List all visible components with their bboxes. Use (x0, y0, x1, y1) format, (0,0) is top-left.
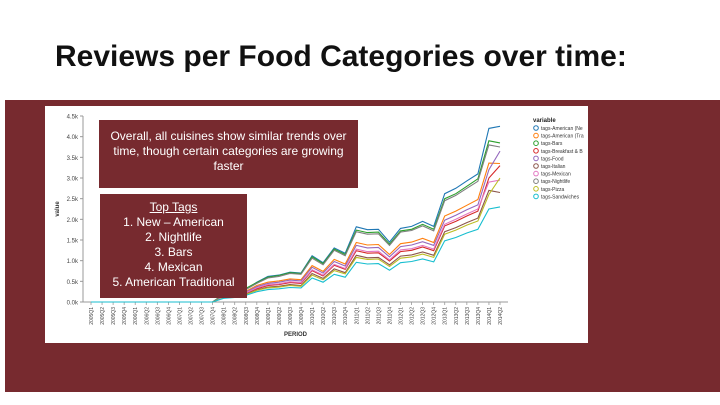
x-axis-label: PERIOD (284, 332, 308, 338)
x-tick-label: 2012Q1 (399, 307, 405, 325)
x-tick-label: 2009Q1 (266, 307, 272, 325)
legend-label: tags-Italian (541, 164, 566, 170)
legend-label: tags-Breakfast & B (541, 149, 583, 155)
legend-marker (533, 186, 539, 192)
x-tick-label: 2009Q3 (288, 307, 294, 325)
x-tick-label: 2013Q4 (476, 307, 482, 325)
y-tick-label: 3.5k (67, 156, 79, 162)
y-tick-label: 4.0k (67, 135, 79, 141)
overall-note: Overall, all cuisines show similar trend… (99, 120, 358, 188)
series-line (91, 206, 501, 303)
x-tick-label: 2011Q4 (387, 307, 393, 325)
x-tick-label: 2013Q2 (454, 307, 460, 325)
x-tick-label: 2009Q2 (277, 307, 283, 325)
legend-marker (533, 140, 539, 147)
legend-label: tags-American (Ne (541, 126, 583, 132)
legend-marker (533, 163, 539, 169)
y-tick-label: 0.0k (67, 301, 79, 307)
slide-title: Reviews per Food Categories over time: (55, 40, 627, 73)
y-tick-label: 0.5k (67, 280, 79, 286)
x-tick-label: 2007Q2 (188, 307, 194, 325)
legend-marker (533, 193, 539, 200)
x-tick-label: 2011Q1 (354, 307, 360, 325)
top-tag-item: 2. Nightlife (145, 230, 202, 244)
x-tick-label: 2005Q2 (100, 307, 106, 325)
legend-label: tags-Mexican (541, 172, 571, 178)
x-tick-label: 2013Q1 (443, 307, 449, 325)
x-tick-label: 2008Q2 (233, 307, 239, 325)
x-tick-label: 2006Q4 (166, 307, 172, 325)
y-tick-label: 4.5k (67, 115, 79, 121)
x-tick-label: 2005Q1 (89, 307, 95, 325)
x-tick-label: 2011Q2 (365, 307, 371, 325)
x-tick-label: 2012Q2 (410, 307, 416, 325)
legend-title: variable (533, 118, 556, 124)
line-chart: 0.0k 0.5k 1.0k 1.5k 2.0k 2.5k 3.0k 3.5k 4.0k 4.5k… (55, 115, 584, 339)
x-tick-label: 2007Q1 (177, 307, 183, 325)
y-tick-label: 2.0k (67, 218, 79, 224)
x-tick-label: 2010Q4 (343, 307, 349, 325)
top-tag-item: 3. Bars (154, 245, 193, 259)
x-tick-label: 2008Q1 (222, 307, 228, 325)
legend-label: tags-Bars (541, 141, 563, 147)
y-tick-label: 1.5k (67, 239, 79, 245)
legend-marker (533, 178, 539, 184)
x-tick-label: 2010Q1 (310, 307, 316, 325)
x-tick-label: 2014Q2 (498, 307, 504, 325)
x-tick-label: 2010Q2 (321, 307, 327, 325)
legend-marker (533, 148, 539, 154)
legend-marker (533, 125, 539, 131)
x-tick-label: 2005Q4 (122, 307, 128, 325)
x-tick-label: 2007Q3 (200, 307, 206, 325)
x-tick-label: 2006Q3 (155, 307, 161, 325)
legend-marker (533, 132, 539, 139)
legend-marker (533, 155, 539, 162)
top-tags-box: Top Tags 1. New – American 2. Nightlife … (100, 194, 247, 298)
legend-label: tags-American (Tra (541, 134, 584, 140)
top-tags-heading: Top Tags (149, 200, 198, 214)
x-tick-label: 2013Q3 (465, 307, 471, 325)
y-tick-label: 1.0k (67, 259, 79, 265)
legend-marker (533, 170, 539, 177)
x-tick-label: 2012Q4 (432, 307, 438, 325)
y-axis-label: value (55, 201, 61, 217)
x-tick-label: 2008Q4 (255, 307, 261, 325)
x-tick-label: 2007Q4 (211, 307, 217, 325)
legend-label: tags-Nightlife (541, 179, 570, 185)
y-tick-label: 3.0k (67, 177, 79, 183)
top-tag-item: 1. New – American (123, 215, 224, 229)
x-tick-label: 2005Q3 (111, 307, 117, 325)
legend-label: tags-Food (541, 156, 564, 162)
x-tick-label: 2010Q3 (332, 307, 338, 325)
x-tick-label: 2014Q1 (487, 307, 493, 325)
legend-label: tags-Sandwiches (541, 194, 580, 200)
overall-note-text: Overall, all cuisines show similar trend… (110, 129, 347, 173)
top-tag-item: 5. American Traditional (112, 275, 235, 289)
x-tick-label: 2009Q4 (299, 307, 305, 325)
x-tick-label: 2012Q3 (421, 307, 427, 325)
x-tick-label: 2011Q3 (376, 307, 382, 325)
top-tag-item: 4. Mexican (144, 260, 203, 274)
legend-label: tags-Pizza (541, 187, 565, 193)
x-tick-label: 2006Q1 (133, 307, 139, 325)
x-tick-label: 2006Q2 (144, 307, 150, 325)
y-tick-label: 2.5k (67, 197, 79, 203)
x-tick-label: 2008Q3 (244, 307, 250, 325)
